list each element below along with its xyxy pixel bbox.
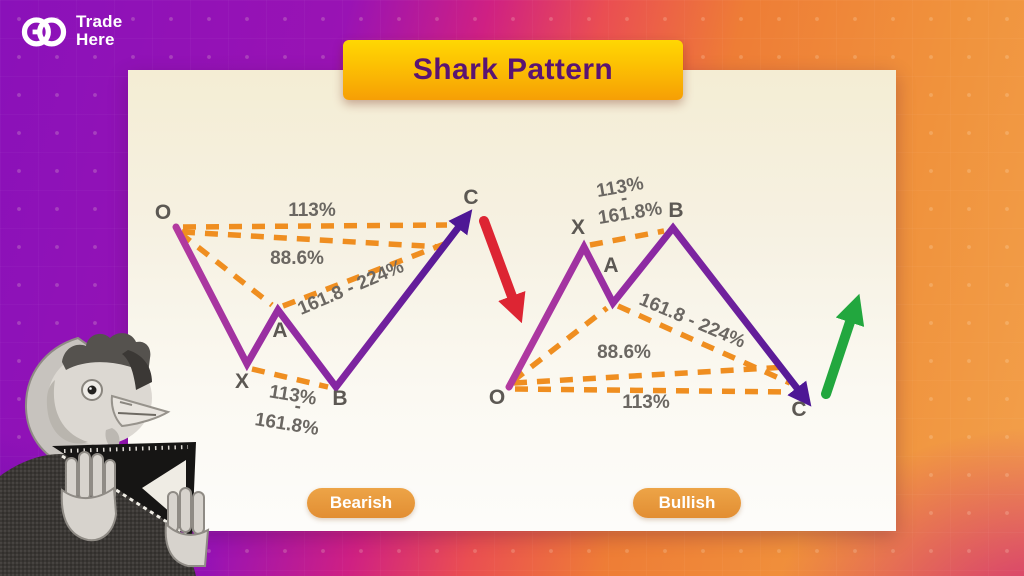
brand-logo: Trade Here — [20, 11, 122, 51]
title-banner: Shark Pattern — [343, 40, 683, 100]
brand-name-line1: Trade — [76, 12, 123, 31]
bullish-button[interactable]: Bullish — [633, 488, 741, 518]
left-hand — [60, 451, 118, 542]
brand-name: Trade Here — [76, 13, 122, 49]
chicken-head — [46, 333, 171, 450]
bearish-button[interactable]: Bearish — [307, 488, 415, 518]
content-card — [128, 70, 896, 531]
go-rings-icon — [21, 17, 67, 47]
page-title: Shark Pattern — [412, 53, 614, 86]
mascot-chicken-figure — [0, 333, 210, 576]
right-hand — [164, 487, 210, 567]
brand-name-line2: Here — [76, 30, 115, 49]
